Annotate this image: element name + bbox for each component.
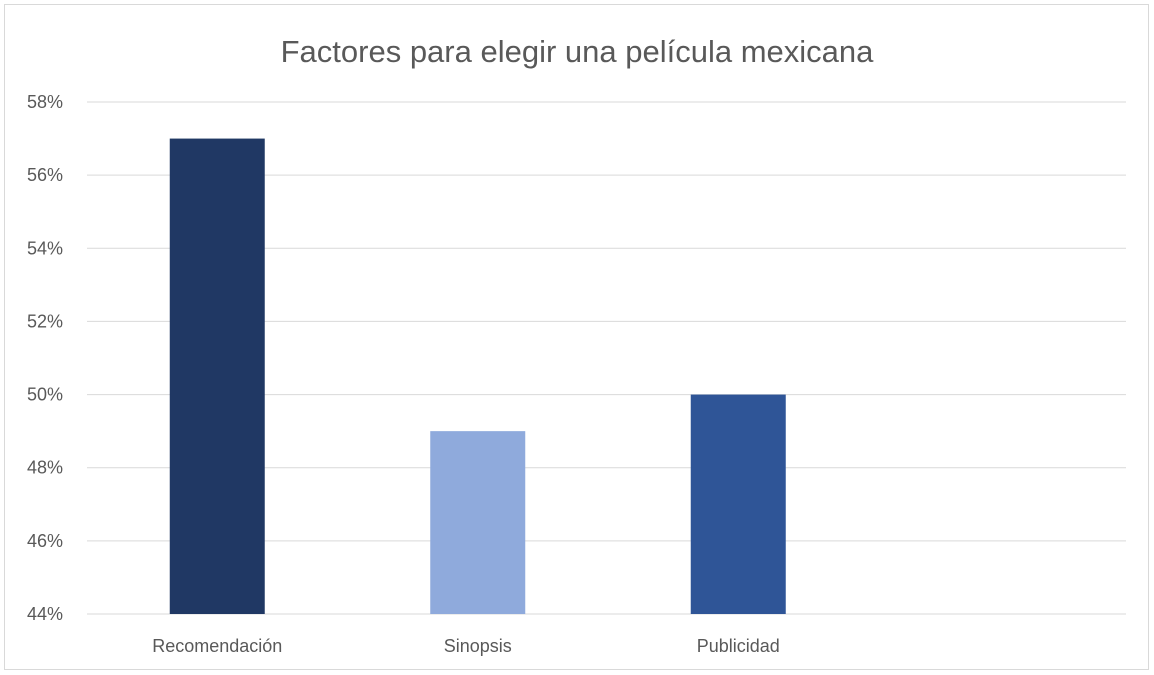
chart-title: Factores para elegir una película mexica… [281,34,875,69]
y-tick-label: 56% [27,165,63,185]
y-axis-tick-labels: 44% 46% 48% 50% 52% 54% 56% 58% [27,92,63,624]
bars [169,138,786,615]
y-tick-label: 52% [27,311,63,331]
y-tick-label: 54% [27,238,63,258]
y-tick-label: 58% [27,92,63,112]
bar-sinopsis [430,431,526,614]
y-tick-label: 44% [27,604,63,624]
x-category-label: Recomendación [152,636,282,656]
bar-publicidad [690,394,786,614]
y-tick-label: 50% [27,385,63,405]
bar-recomendacion [169,138,265,615]
x-axis-category-labels: Recomendación Sinopsis Publicidad [152,636,780,656]
x-category-label: Sinopsis [444,636,512,656]
y-tick-label: 46% [27,531,63,551]
x-category-label: Publicidad [697,636,780,656]
y-tick-label: 48% [27,458,63,478]
